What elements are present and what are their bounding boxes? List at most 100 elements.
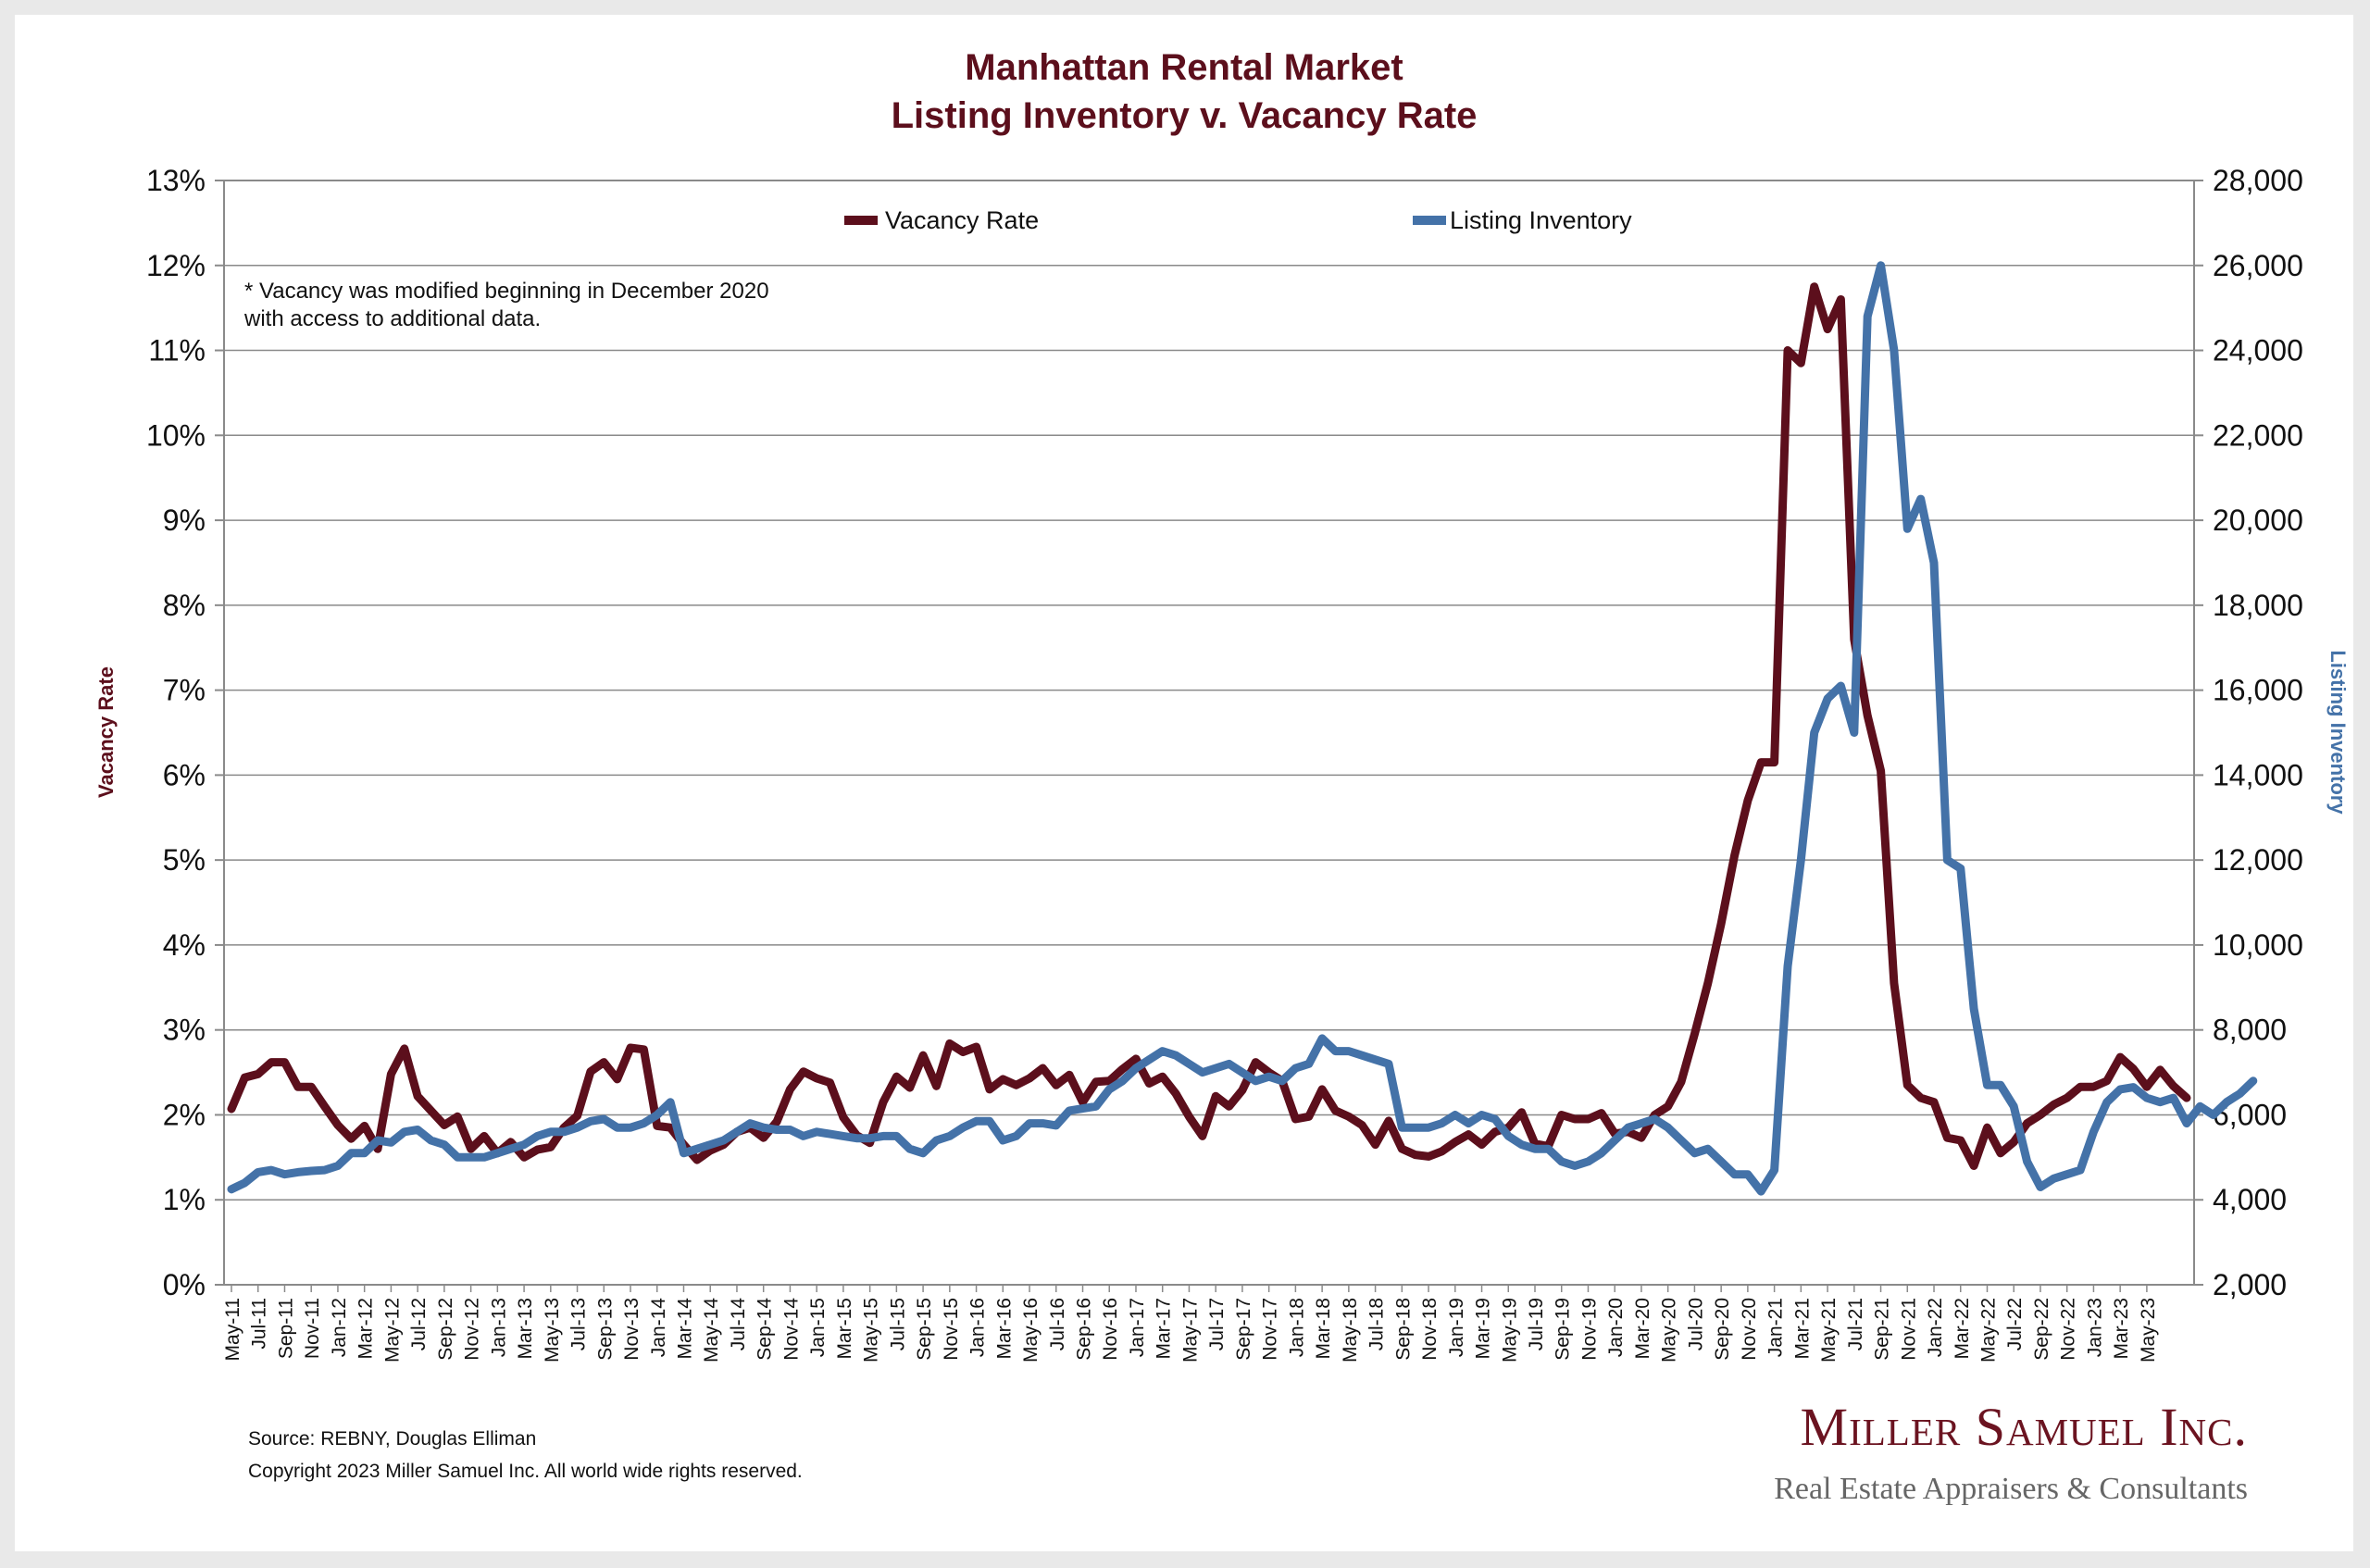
x-tick-label: Jan-19	[1446, 1298, 1467, 1357]
y-right-tick-label: 2,000	[2213, 1268, 2287, 1301]
x-tick-label: Jul-16	[1047, 1298, 1068, 1350]
x-tick-label: Jul-18	[1366, 1298, 1388, 1350]
x-tick-label: Jan-14	[648, 1298, 669, 1358]
x-tick-label: Mar-21	[1791, 1298, 1813, 1360]
chart-frame: Manhattan Rental Market Listing Inventor…	[15, 15, 2353, 1551]
x-tick-label: Jan-22	[1925, 1298, 1946, 1357]
x-tick-label: Jan-13	[488, 1298, 509, 1357]
legend: Vacancy Rate Listing Inventory	[844, 206, 1632, 234]
x-tick-label: Jul-17	[1206, 1298, 1228, 1350]
x-tick-label: Mar-19	[1473, 1298, 1494, 1360]
x-tick-label: Nov-12	[462, 1298, 483, 1361]
x-tick-label: Mar-12	[356, 1298, 377, 1360]
y-axis-right: 2,0004,0006,0008,00010,00012,00014,00016…	[2194, 164, 2303, 1301]
x-tick-label: Jan-18	[1286, 1298, 1307, 1357]
chart-title: Manhattan Rental Market	[965, 47, 1403, 88]
x-tick-label: May-13	[542, 1298, 563, 1363]
x-tick-label: Jul-14	[728, 1298, 749, 1351]
x-tick-label: Sep-18	[1392, 1298, 1414, 1361]
x-axis: May-11 Jul-11 Sep-11 Nov-11 Jan-12 Mar-12 May-…	[222, 1285, 2159, 1363]
x-tick-label: Nov-19	[1578, 1298, 1600, 1361]
x-tick-label: May-22	[1977, 1298, 1999, 1363]
x-tick-label: Sep-12	[435, 1298, 456, 1361]
y-left-tick-label: 10%	[146, 418, 206, 452]
x-tick-label: May-17	[1179, 1298, 1201, 1363]
x-tick-label: Sep-19	[1553, 1298, 1574, 1361]
x-tick-label: May-15	[861, 1298, 882, 1363]
y-right-tick-label: 18,000	[2213, 589, 2303, 622]
x-tick-label: Sep-17	[1233, 1298, 1254, 1361]
x-tick-label: Nov-16	[1100, 1298, 1121, 1361]
x-tick-label: Mar-18	[1313, 1298, 1334, 1360]
x-tick-label: Mar-13	[515, 1298, 536, 1360]
x-tick-label: Nov-11	[302, 1298, 323, 1359]
x-tick-label: Sep-22	[2031, 1298, 2052, 1361]
copyright-note: Copyright 2023 Miller Samuel Inc. All wo…	[248, 1461, 803, 1482]
x-tick-label: Nov-20	[1739, 1298, 1760, 1361]
x-tick-label: Jul-21	[1845, 1298, 1866, 1350]
x-tick-label: Sep-15	[914, 1298, 935, 1361]
x-tick-label: Nov-18	[1419, 1298, 1441, 1361]
x-tick-label: Sep-21	[1872, 1298, 1893, 1361]
y-right-tick-label: 24,000	[2213, 334, 2303, 367]
x-tick-label: Jan-15	[807, 1298, 829, 1357]
y-right-tick-label: 4,000	[2213, 1183, 2287, 1216]
series-line-listing-inventory	[227, 261, 2258, 1196]
x-tick-label: Sep-13	[594, 1298, 616, 1361]
y-right-tick-label: 22,000	[2213, 418, 2303, 452]
x-tick-label: Mar-23	[2111, 1298, 2132, 1360]
x-tick-label: Mar-15	[834, 1298, 855, 1360]
y-right-tick-label: 14,000	[2213, 758, 2303, 791]
x-tick-label: Jul-15	[887, 1298, 908, 1350]
x-tick-label: Sep-11	[275, 1298, 296, 1359]
y-left-tick-label: 4%	[163, 928, 206, 962]
y-axis-left-title: Vacancy Rate	[94, 666, 118, 798]
y-axis-left: 0% 1% 2% 3% 4% 5% 6% 7% 8% 9% 10% 11% 12% 13%	[146, 164, 224, 1301]
legend-label-inventory: Listing Inventory	[1450, 206, 1632, 234]
x-tick-label: Sep-16	[1074, 1298, 1095, 1361]
chart-subtitle: Listing Inventory v. Vacancy Rate	[892, 95, 1478, 136]
x-tick-label: Sep-20	[1712, 1298, 1733, 1361]
x-tick-label: Jul-20	[1685, 1298, 1706, 1350]
x-tick-label: Jan-21	[1765, 1298, 1787, 1357]
x-tick-label: May-14	[701, 1298, 722, 1363]
x-tick-label: May-11	[222, 1298, 243, 1361]
series-line-vacancy-rate	[227, 282, 2191, 1170]
x-tick-label: May-23	[2138, 1298, 2159, 1363]
series-group	[227, 261, 2258, 1196]
y-left-tick-label: 9%	[163, 504, 206, 537]
annotation-line-1: * Vacancy was modified beginning in Dece…	[244, 279, 769, 304]
y-left-tick-label: 3%	[163, 1014, 206, 1047]
y-right-tick-label: 26,000	[2213, 249, 2303, 282]
x-tick-label: May-19	[1499, 1298, 1520, 1363]
x-tick-label: Jul-13	[568, 1298, 590, 1350]
y-left-tick-label: 8%	[163, 589, 206, 622]
x-tick-label: Mar-14	[674, 1298, 695, 1360]
x-tick-label: Nov-17	[1260, 1298, 1281, 1361]
x-tick-label: Jan-16	[967, 1298, 989, 1357]
y-axis-right-title: Listing Inventory	[2326, 650, 2350, 815]
legend-label-vacancy: Vacancy Rate	[885, 206, 1039, 234]
x-tick-label: Jul-22	[2004, 1298, 2026, 1350]
chart-svg: Manhattan Rental Market Listing Inventor…	[94, 47, 2350, 1506]
x-tick-label: Mar-16	[993, 1298, 1015, 1360]
brand-tagline: Real Estate Appraisers & Consultants	[1774, 1472, 2248, 1506]
x-tick-label: Jan-20	[1605, 1298, 1627, 1357]
y-right-tick-label: 28,000	[2213, 164, 2303, 197]
x-tick-label: Mar-17	[1154, 1298, 1175, 1360]
x-tick-label: May-20	[1659, 1298, 1680, 1363]
x-tick-label: Nov-21	[1898, 1298, 1919, 1361]
x-tick-label: Mar-22	[1952, 1298, 1973, 1360]
brand-name: Miller Samuel Inc.	[1801, 1397, 2249, 1457]
annotation-line-2: with access to additional data.	[243, 306, 541, 331]
x-tick-label: Jul-12	[408, 1298, 430, 1350]
y-left-tick-label: 12%	[146, 249, 206, 282]
y-left-tick-label: 2%	[163, 1098, 206, 1131]
x-tick-label: Nov-14	[780, 1298, 802, 1361]
x-tick-label: Nov-13	[621, 1298, 642, 1361]
y-left-tick-label: 1%	[163, 1183, 206, 1216]
x-tick-label: Nov-15	[941, 1298, 962, 1361]
y-right-tick-label: 20,000	[2213, 504, 2303, 537]
y-right-tick-label: 12,000	[2213, 843, 2303, 877]
y-left-tick-label: 5%	[163, 843, 206, 877]
